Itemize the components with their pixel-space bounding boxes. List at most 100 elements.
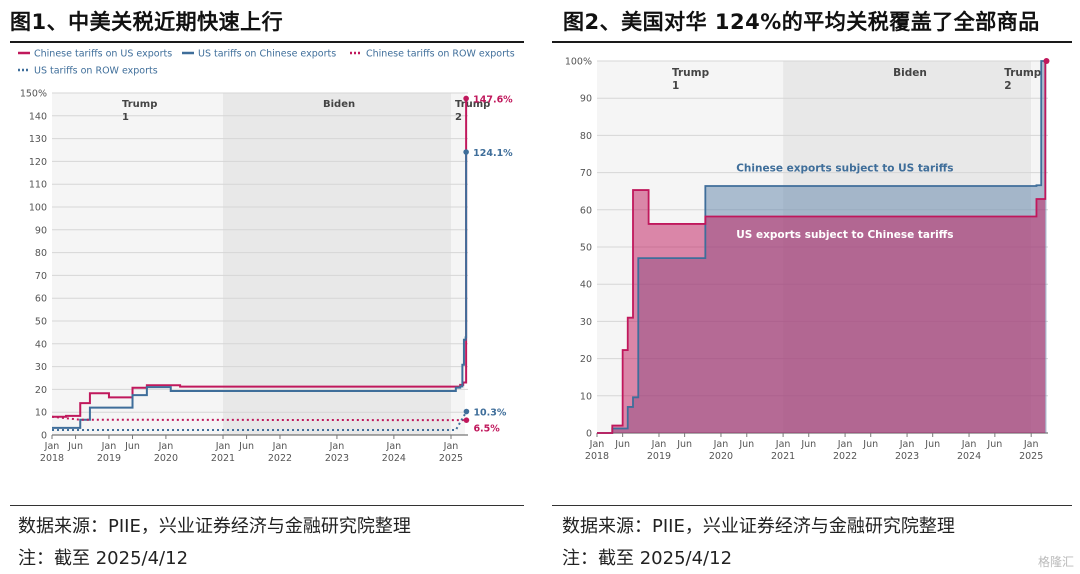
series-end-marker [463, 149, 469, 155]
left-footer-rule [10, 505, 524, 506]
series-end-label: 147.6% [473, 94, 513, 105]
y-tick-label: 10 [35, 408, 47, 419]
x-tick-label: Jan [272, 441, 288, 452]
y-tick-label: 0 [41, 431, 47, 442]
x-tick-year-label: 2018 [585, 451, 609, 462]
y-tick-label: 110 [29, 180, 47, 191]
series-line-0 [597, 60, 1047, 434]
x-tick-label: Jan [713, 439, 729, 450]
x-tick-year-label: 2025 [439, 453, 463, 464]
y-tick-label: 30 [580, 317, 592, 328]
y-tick-label: 90 [35, 225, 47, 236]
y-tick-label: 130 [29, 134, 47, 145]
x-tick-year-label: 2023 [325, 453, 349, 464]
x-tick-label: Jan [837, 439, 853, 450]
x-tick-label: Jan [329, 441, 345, 452]
x-tick-label: Jun [67, 441, 83, 452]
period-label: Biden [323, 99, 355, 110]
x-tick-year-label: 2021 [211, 453, 235, 464]
series-end-label: 6.5% [473, 424, 500, 435]
y-tick-label: 60 [580, 205, 592, 216]
y-tick-label: 100 [29, 203, 47, 214]
period-band-0 [52, 93, 224, 435]
left-source-note: 数据来源：PIIE，兴业证券经济与金融研究院整理 [18, 516, 411, 537]
series-end-label: 10.3% [473, 408, 506, 419]
x-tick-label: Jan [775, 439, 791, 450]
left-date-note: 注：截至 2025/4/12 [18, 548, 189, 569]
series-end-label: 124.1% [473, 148, 513, 159]
series-inline-label: US exports subject to Chinese tariffs [736, 229, 953, 241]
left-tariff-chart: Chinese tariffs on US exports US tariffs … [18, 49, 515, 464]
y-tick-label: 10 [580, 391, 592, 402]
left-title-rule [10, 41, 524, 43]
period-label: 2 [455, 112, 462, 123]
x-tick-label: Jan [215, 441, 231, 452]
x-tick-year-label: 2020 [709, 451, 733, 462]
x-tick-year-label: 2024 [382, 453, 406, 464]
period-label: Trump [672, 67, 710, 79]
x-tick-year-label: 2021 [771, 451, 795, 462]
y-tick-label: 40 [580, 280, 592, 291]
period-label: 1 [672, 80, 679, 92]
x-tick-label: Jun [676, 439, 692, 450]
series-line-2 [51, 415, 467, 422]
legend-label: Chinese tariffs on US exports [34, 49, 172, 60]
left-figure-title: 图1、中美关税近期快速上行 [10, 10, 284, 34]
right-source-note: 数据来源：PIIE，兴业证券经济与金融研究院整理 [562, 516, 955, 537]
y-tick-label: 70 [580, 168, 592, 179]
series-area-1 [597, 61, 1046, 433]
series-end-marker [1043, 58, 1050, 64]
x-tick-label: Jan [899, 439, 915, 450]
y-tick-label: 50 [580, 243, 592, 254]
legend-label: Chinese tariffs on ROW exports [366, 49, 515, 60]
period-band-1 [223, 93, 451, 435]
right-title-rule [552, 41, 1072, 43]
x-tick-year-label: 2022 [268, 453, 292, 464]
period-label: Trump [122, 99, 157, 110]
x-tick-year-label: 2023 [895, 451, 919, 462]
x-tick-label: Jan [1023, 439, 1039, 450]
x-tick-label: Jun [238, 441, 254, 452]
y-tick-label: 20 [35, 385, 47, 396]
x-tick-label: Jan [101, 441, 117, 452]
x-tick-label: Jan [443, 441, 459, 452]
y-tick-label: 30 [35, 362, 47, 373]
right-figure-title: 图2、美国对华 124%的平均关税覆盖了全部商品 [563, 10, 1040, 34]
x-tick-year-label: 2022 [833, 451, 857, 462]
y-tick-label: 0 [586, 429, 592, 440]
series-end-marker [463, 417, 470, 423]
x-tick-label: Jun [986, 439, 1002, 450]
x-tick-year-label: 2020 [154, 453, 178, 464]
y-tick-label: 80 [35, 248, 47, 259]
x-tick-year-label: 2025 [1019, 451, 1043, 462]
x-tick-label: Jan [158, 441, 174, 452]
x-tick-label: Jan [651, 439, 667, 450]
period-label: 2 [1004, 80, 1011, 92]
y-tick-label: 60 [35, 294, 47, 305]
period-label: Biden [893, 67, 927, 79]
legend-label: US tariffs on ROW exports [34, 66, 158, 77]
period-label: Trump [455, 99, 490, 110]
series-end-marker [463, 95, 469, 102]
y-tick-label: 40 [35, 339, 47, 350]
y-tick-label: 70 [35, 271, 47, 282]
y-tick-label: 20 [580, 354, 592, 365]
right-footer-rule [552, 505, 1072, 506]
legend-label: US tariffs on Chinese exports [198, 49, 336, 60]
right-date-note: 注：截至 2025/4/12 [562, 548, 733, 569]
x-tick-label: Jun [124, 441, 140, 452]
x-tick-label: Jan [589, 439, 605, 450]
watermark-logo: 格隆汇 [1037, 555, 1074, 569]
x-tick-year-label: 2018 [40, 453, 64, 464]
x-tick-label: Jun [924, 439, 940, 450]
series-end-marker [463, 408, 470, 415]
x-tick-label: Jan [961, 439, 977, 450]
series-line-1 [597, 61, 1047, 434]
x-tick-label: Jun [800, 439, 816, 450]
y-tick-label: 140 [29, 111, 47, 122]
x-tick-year-label: 2024 [957, 451, 981, 462]
period-band-2 [450, 93, 466, 435]
period-label: Trump [1004, 67, 1042, 79]
series-line-1 [52, 152, 468, 429]
